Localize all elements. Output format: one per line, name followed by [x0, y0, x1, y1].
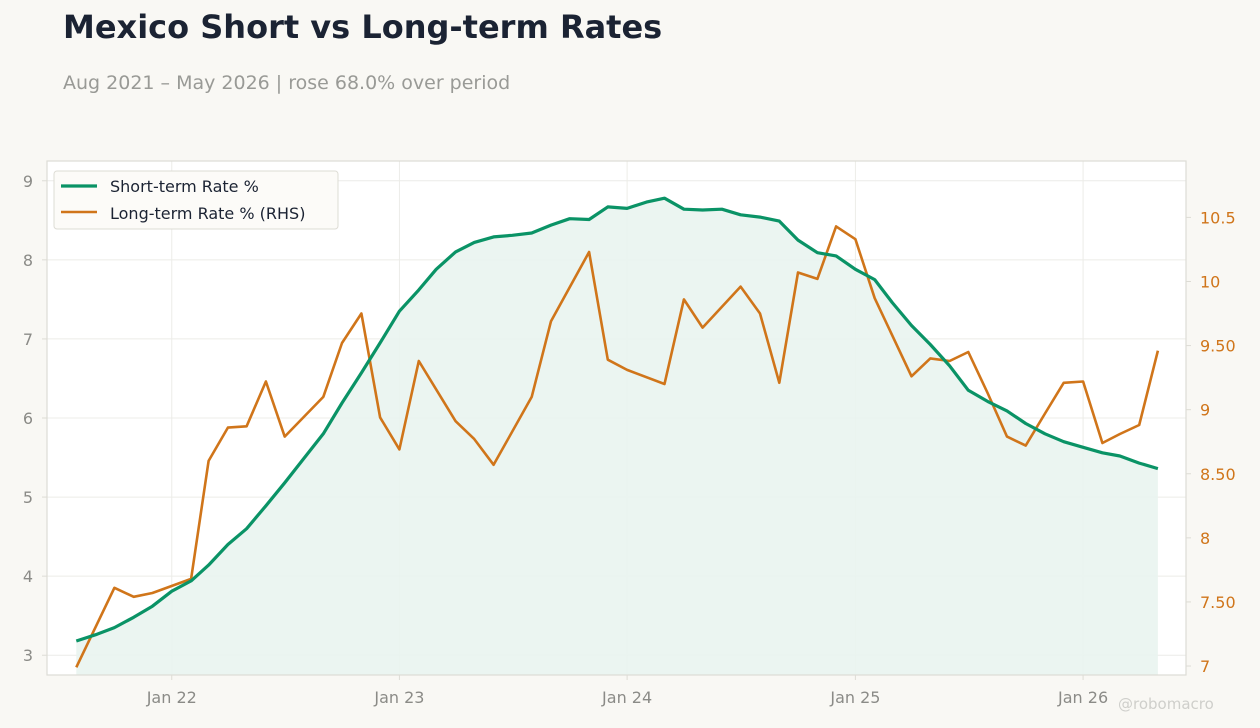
x-tick-label: Jan 26	[1057, 688, 1108, 707]
left-tick-label: 5	[23, 488, 33, 507]
right-axis: 7 7.50 8 8.50 9 9.50 10 10.5	[1186, 208, 1236, 676]
chart-title: Mexico Short vs Long-term Rates	[63, 8, 663, 46]
right-tick-label: 9	[1200, 401, 1210, 420]
short-term-area-fill	[76, 198, 1158, 675]
x-tick-label: Jan 24	[601, 688, 652, 707]
legend-label-long: Long-term Rate % (RHS)	[110, 204, 305, 223]
left-tick-label: 6	[23, 409, 33, 428]
right-tick-label: 8.50	[1200, 465, 1236, 484]
right-tick-label: 8	[1200, 529, 1210, 548]
x-axis: Jan 22 Jan 23 Jan 24 Jan 25 Jan 26	[146, 675, 1108, 707]
legend-label-short: Short-term Rate %	[110, 177, 259, 196]
x-tick-label: Jan 25	[829, 688, 880, 707]
right-tick-label: 7	[1200, 657, 1210, 676]
left-tick-label: 9	[23, 172, 33, 191]
chart-subtitle: Aug 2021 – May 2026 | rose 68.0% over pe…	[63, 72, 511, 94]
right-tick-label: 10	[1200, 272, 1220, 291]
left-tick-label: 8	[23, 251, 33, 270]
x-tick-label: Jan 22	[146, 688, 197, 707]
right-tick-label: 7.50	[1200, 593, 1236, 612]
x-tick-label: Jan 23	[373, 688, 424, 707]
left-tick-label: 7	[23, 330, 33, 349]
legend: Short-term Rate % Long-term Rate % (RHS)	[53, 170, 339, 230]
right-tick-label: 9.50	[1200, 337, 1236, 356]
short-term-rate-line	[75, 196, 1159, 643]
long-term-rate-line	[75, 225, 1160, 668]
left-axis: 3 4 5 6 7 8 9	[23, 172, 47, 665]
left-tick-label: 3	[23, 646, 33, 665]
right-tick-label: 10.5	[1200, 208, 1236, 227]
legend-box	[53, 170, 339, 230]
left-tick-label: 4	[23, 567, 33, 586]
watermark: @robomacro	[1118, 695, 1214, 713]
